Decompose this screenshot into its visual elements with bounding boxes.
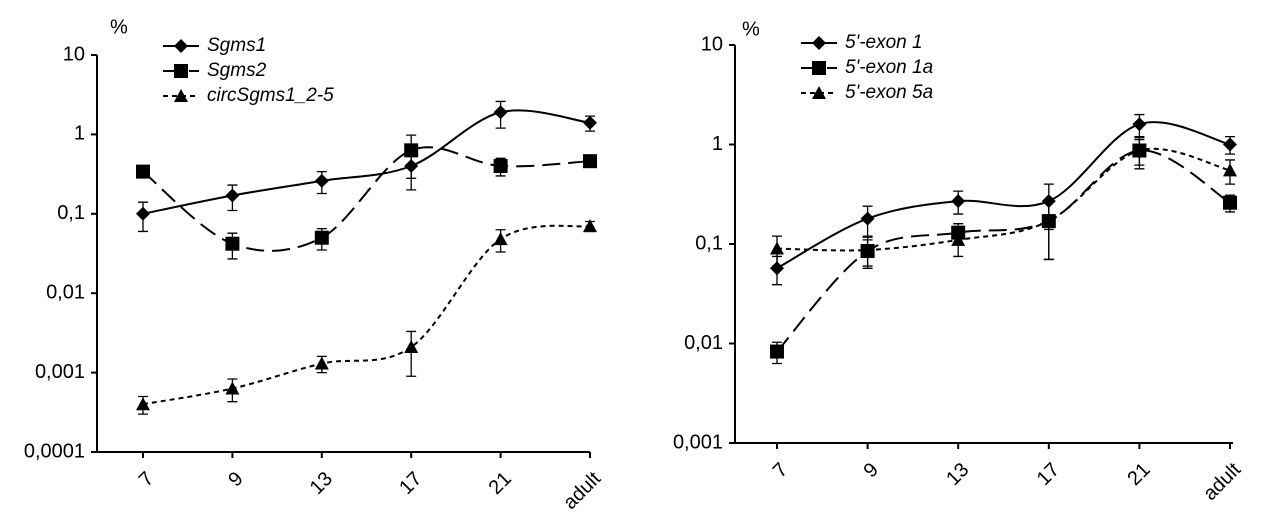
marker-triangle (812, 86, 826, 99)
y-tick-label: 10 (63, 43, 85, 65)
marker-triangle (174, 89, 188, 102)
y-axis-label: % (110, 16, 128, 38)
marker-square (174, 64, 188, 78)
marker-square (812, 61, 826, 75)
marker-square (404, 143, 419, 158)
x-tick-label: 7 (135, 468, 158, 491)
y-tick-label: 1 (712, 133, 723, 155)
marker-triangle (136, 397, 150, 411)
y-tick-label: 0,0001 (24, 440, 85, 462)
marker-diamond (314, 173, 329, 188)
marker-triangle (860, 243, 875, 257)
y-tick-label: 1 (74, 123, 85, 145)
marker-diamond (812, 36, 826, 50)
marker-diamond (225, 188, 240, 203)
legend-label: 5'-exon 1a (845, 57, 933, 78)
legend-label: Sgms2 (207, 60, 267, 81)
x-tick-label: adult (559, 467, 606, 514)
x-tick-label: 17 (1033, 459, 1064, 490)
x-tick-label: 21 (485, 468, 516, 499)
legend-label: Sgms1 (207, 35, 266, 56)
marker-square (136, 164, 150, 179)
marker-diamond (493, 105, 508, 120)
series-line (142, 224, 591, 406)
marker-triangle (1041, 214, 1056, 228)
marker-diamond (1223, 137, 1237, 152)
marker-triangle (770, 241, 784, 255)
legend-label: circSgms1_2-5 (207, 85, 334, 106)
y-tick-label: 0,01 (684, 332, 723, 354)
marker-diamond (770, 261, 784, 276)
marker-diamond (136, 206, 150, 221)
marker-diamond (1132, 117, 1147, 132)
y-tick-label: 0,001 (673, 431, 723, 453)
y-tick-label: 0,1 (57, 202, 85, 224)
marker-triangle (225, 381, 240, 395)
marker-triangle (493, 232, 508, 246)
marker-square (1223, 195, 1237, 210)
x-tick-label: 13 (942, 459, 973, 490)
marker-square (770, 344, 784, 359)
error-bar (1043, 200, 1054, 261)
y-tick-label: 0,1 (695, 232, 723, 254)
marker-diamond (583, 115, 597, 130)
x-tick-label: 21 (1123, 459, 1154, 490)
marker-triangle (951, 232, 966, 246)
x-tick-label: 17 (395, 468, 426, 499)
marker-triangle (1132, 143, 1147, 157)
marker-square (493, 158, 508, 173)
marker-triangle (314, 356, 329, 370)
x-tick-label: 9 (224, 468, 247, 491)
x-tick-label: 9 (859, 459, 882, 482)
y-tick-label: 10 (701, 33, 723, 55)
marker-diamond (174, 39, 188, 53)
series-line (776, 147, 1231, 252)
x-tick-label: 7 (769, 459, 792, 482)
marker-triangle (1223, 163, 1237, 177)
series-line (776, 121, 1231, 270)
y-axis-label: % (742, 18, 760, 40)
x-tick-label: adult (1199, 458, 1246, 505)
x-tick-label: 13 (306, 468, 337, 499)
series-line (142, 109, 591, 215)
marker-triangle (583, 219, 597, 233)
legend-label: 5'-exon 5a (845, 82, 933, 103)
series-line (776, 149, 1231, 353)
marker-triangle (404, 340, 419, 354)
y-tick-label: 0,001 (35, 361, 85, 383)
marker-diamond (951, 194, 966, 209)
error-bar (406, 330, 417, 377)
legend-label: 5'-exon 1 (845, 32, 923, 53)
marker-square (583, 154, 597, 169)
marker-square (314, 230, 329, 245)
y-tick-label: 0,01 (46, 281, 85, 303)
marker-square (225, 236, 240, 251)
marker-diamond (860, 211, 875, 226)
